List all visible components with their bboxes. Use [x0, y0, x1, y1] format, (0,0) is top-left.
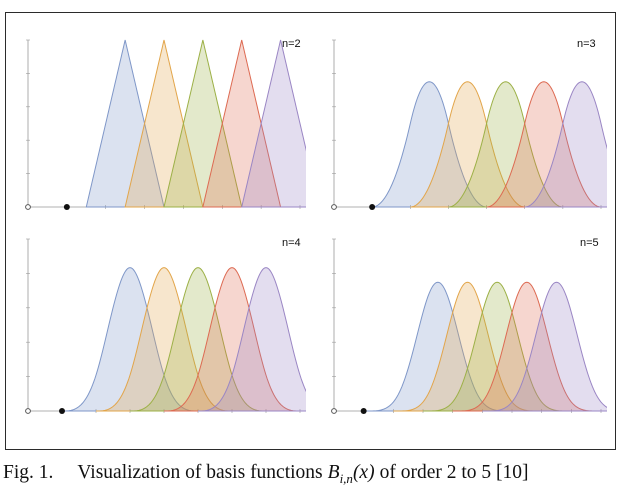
caption-fig-number: Fig. 1. [3, 462, 54, 483]
basis-purple-area [241, 39, 306, 208]
panel-label-order-3: n=3 [577, 38, 596, 50]
basis-green-area [163, 39, 243, 208]
basis-green-area [423, 281, 572, 412]
panel-order-4: n=4 [16, 233, 306, 423]
basis-orange-area [124, 39, 204, 208]
panel-order-2: n=2 [16, 34, 306, 219]
basis-orange-area [410, 81, 525, 208]
caption-text-after: of order 2 to 5 [10] [379, 462, 529, 483]
origin-marker [25, 204, 31, 210]
origin-marker [25, 408, 31, 414]
figure-frame [5, 12, 616, 450]
basis-red-area [202, 39, 282, 208]
basis-purple-area [482, 281, 607, 412]
basis-orange-area [393, 281, 542, 412]
point-marker [59, 408, 65, 414]
chart-order-2 [25, 39, 306, 210]
chart-order-4 [25, 238, 306, 414]
basis-blue-area [85, 39, 165, 208]
basis-blue-area [62, 267, 198, 412]
basis-red-area [486, 81, 602, 208]
basis-orange-area [96, 267, 232, 412]
panel-label-order-5: n=5 [580, 237, 599, 249]
basis-purple-area [198, 267, 306, 412]
point-marker [360, 408, 367, 414]
caption-text: Visualization of basis functions [77, 462, 323, 483]
origin-marker [331, 204, 337, 210]
panel-order-3: n=3 [322, 34, 607, 219]
basis-blue-area [363, 281, 512, 412]
basis-green-area [130, 267, 266, 412]
caption-math-subscript: i,n [339, 470, 353, 486]
caption-math-symbol: B [327, 462, 340, 483]
chart-order-3 [331, 39, 607, 210]
basis-blue-area [372, 81, 487, 208]
panel-label-order-4: n=4 [282, 237, 301, 249]
point-marker [63, 204, 70, 210]
caption-math: Bi,n(x) [328, 462, 375, 487]
basis-purple-area [524, 81, 607, 208]
panel-label-order-2: n=2 [282, 38, 301, 50]
basis-red-area [452, 281, 601, 412]
chart-order-5 [331, 238, 607, 414]
caption-math-arg: (x) [352, 462, 375, 483]
basis-green-area [448, 81, 563, 208]
point-marker [369, 204, 376, 210]
origin-marker [331, 408, 337, 414]
figure-caption: Fig. 1. Visualization of basis functions… [0, 462, 622, 488]
basis-red-area [164, 267, 300, 412]
panel-order-5: n=5 [322, 233, 607, 423]
